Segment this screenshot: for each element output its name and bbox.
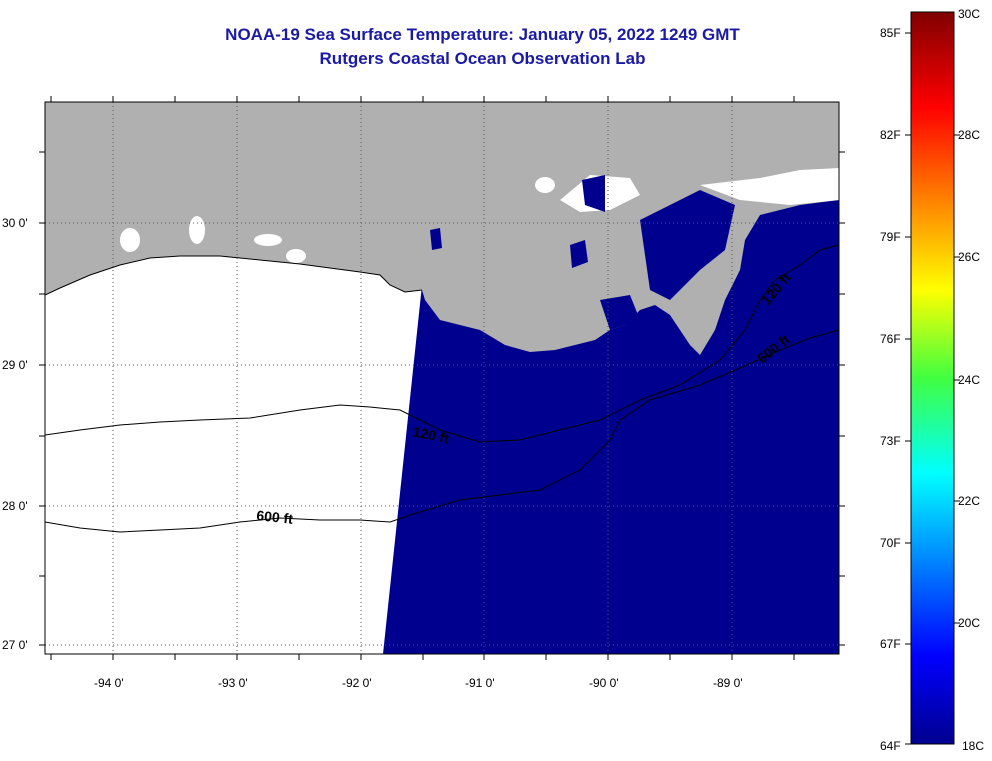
axis-ticks [39,96,845,660]
map-subtitle: Rutgers Coastal Ocean Observation Lab [319,49,646,68]
no-data-patches [120,168,839,263]
colorbar-c-label: 24C [958,373,980,387]
lon-label: -94 0' [94,676,124,690]
contour-label-120ft-west: 120 ft [411,423,450,446]
colorbar-f-label: 73F [880,434,901,448]
coastline [45,255,423,296]
colorbar-c-label: 26C [958,250,980,264]
colorbar-f-label: 76F [880,332,901,346]
lon-label: -93 0' [218,676,248,690]
colorbar-ticks [905,32,960,745]
colorbar-c-label: 28C [958,128,980,142]
colorbar-c-label: 18C [962,739,984,753]
lat-label: 29 0' [2,358,28,372]
colorbar [910,11,955,745]
lat-label: 30 0' [2,216,28,230]
lon-label: -91 0' [465,676,495,690]
graticule [45,102,839,654]
colorbar-fahrenheit-labels: 85F 82F 79F 76F 73F 70F 67F 64F [880,26,901,753]
depth-contours [45,244,839,533]
colorbar-f-label: 70F [880,536,901,550]
colorbar-f-label: 82F [880,128,901,142]
colorbar-c-label: 22C [958,494,980,508]
lon-label: -92 0' [342,676,372,690]
colorbar-f-label: 85F [880,26,901,40]
colorbar-f-label: 67F [880,637,901,651]
colorbar-celsius-labels: 30C 28C 26C 24C 22C 20C 18C [958,7,984,753]
map-title: NOAA-19 Sea Surface Temperature: January… [225,25,740,44]
colorbar-f-label: 79F [880,230,901,244]
lat-label: 27 0' [2,638,28,652]
map-area [45,102,839,654]
colorbar-c-label: 30C [958,7,980,21]
colorbar-f-label: 64F [880,739,901,753]
contour-label-600ft-west: 600 ft [256,507,294,527]
lon-label: -89 0' [713,676,743,690]
colorbar-c-label: 20C [958,616,980,630]
land-mass [45,102,839,355]
inland-water [430,175,735,330]
map-frame [44,101,840,655]
lon-label: -90 0' [589,676,619,690]
lat-label: 28 0' [2,499,28,513]
